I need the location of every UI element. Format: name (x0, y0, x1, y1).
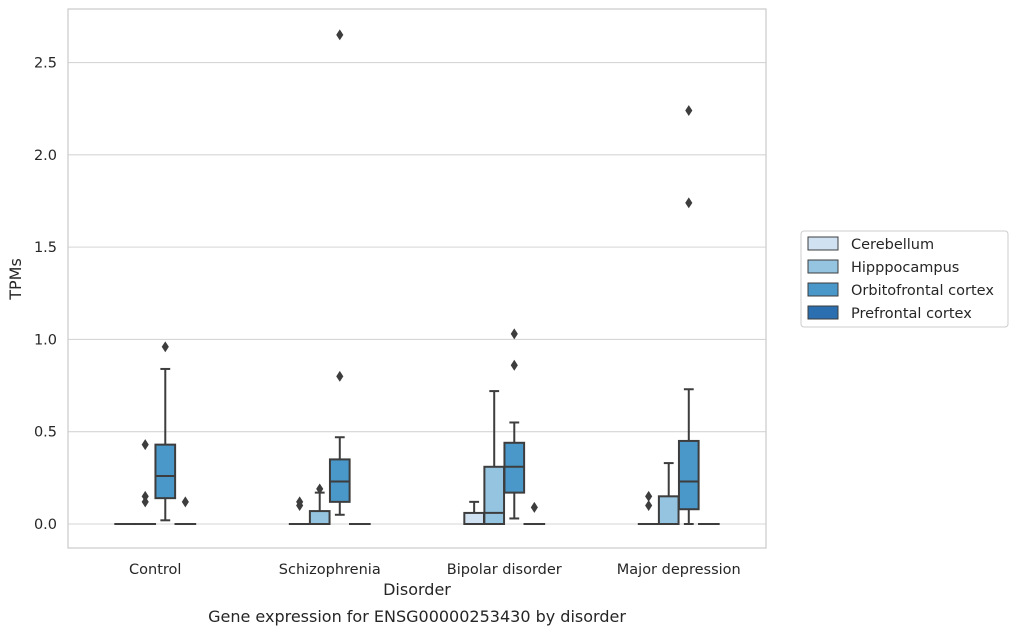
legend-frame (800, 230, 1009, 328)
legend-label: Cerebellum (851, 237, 934, 253)
outlier-point (141, 496, 149, 508)
outlier-point (645, 500, 653, 512)
legend-swatch (807, 259, 839, 274)
outlier-point (141, 490, 149, 502)
y-tick-labels: 0.0 0.5 1.0 1.5 2.0 2.5 (34, 56, 57, 533)
legend-label: Hipppocampus (851, 260, 959, 276)
x-tick-label: Bipolar disorder (447, 562, 562, 578)
box-orbitofrontal-cortex (328, 29, 351, 516)
y-tick-label: 1.5 (34, 240, 57, 256)
x-axis-title: Disorder (383, 580, 451, 599)
box-body (463, 511, 485, 526)
boxes (114, 29, 720, 526)
box-body (154, 443, 177, 500)
outlier-point (510, 359, 518, 371)
box-hipppocampus (134, 439, 157, 526)
box-cerebellum (463, 500, 485, 526)
outlier-point (336, 29, 344, 41)
box-hipppocampus (308, 483, 331, 526)
legend-label: Orbitofrontal cortex (851, 283, 994, 299)
box-body (483, 465, 506, 526)
box-hipppocampus (657, 462, 680, 526)
y-tick-label: 2.0 (34, 148, 57, 164)
box-orbitofrontal-cortex (677, 105, 700, 526)
outlier-point (316, 483, 324, 495)
y-tick-label: 0.0 (34, 517, 57, 533)
legend-swatch (807, 305, 839, 320)
plot-frame (67, 8, 767, 549)
y-tick-label: 1.0 (34, 332, 57, 348)
outlier-point (530, 501, 538, 513)
outlier-point (181, 496, 189, 508)
box-prefrontal-cortex (174, 496, 197, 526)
y-axis-title: TPMs (6, 258, 25, 301)
x-tick-label: Major depression (617, 562, 741, 578)
outlier-point (510, 328, 518, 340)
box-hipppocampus (483, 390, 506, 526)
box-body (677, 439, 700, 511)
legend-label: Prefrontal cortex (851, 306, 972, 322)
box-cerebellum (637, 490, 660, 526)
box-orbitofrontal-cortex (154, 341, 177, 522)
legend-swatch (807, 282, 839, 297)
outlier-point (685, 197, 693, 209)
outlier-point (296, 496, 304, 508)
outlier-point (645, 490, 653, 502)
legend: Cerebellum Hipppocampus Orbitofrontal cort… (800, 230, 1009, 328)
box-orbitofrontal-cortex (503, 328, 526, 520)
y-tick-label: 0.5 (34, 425, 57, 441)
x-tick-label: Schizophrenia (279, 562, 381, 578)
y-tick-label: 2.5 (34, 56, 57, 72)
outlier-point (141, 439, 149, 451)
outlier-point (161, 341, 169, 353)
box-body (308, 510, 331, 526)
outlier-point (336, 370, 344, 382)
box-prefrontal-cortex (523, 501, 546, 526)
x-tick-labels: Control Schizophrenia Bipolar disorder Majo… (129, 562, 741, 578)
outlier-point (685, 105, 693, 116)
x-tick-label: Control (129, 562, 181, 578)
box-body (657, 495, 680, 526)
box-cerebellum (288, 496, 311, 526)
legend-swatch (807, 236, 839, 251)
chart-caption: Gene expression for ENSG00000253430 by d… (208, 607, 626, 626)
